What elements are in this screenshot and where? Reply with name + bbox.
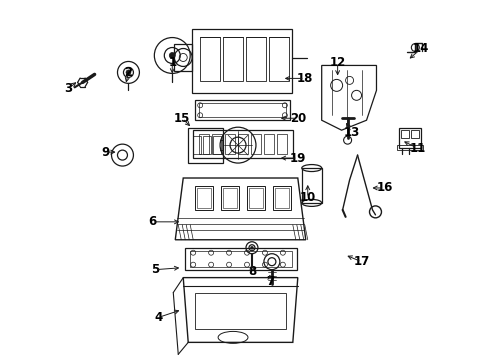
Bar: [223, 37, 243, 81]
Bar: [195, 100, 289, 120]
Bar: [174, 44, 192, 71]
Bar: [185, 248, 296, 270]
Text: 4: 4: [154, 311, 162, 324]
Text: 13: 13: [343, 126, 359, 139]
Bar: [272, 186, 290, 210]
Circle shape: [169, 53, 175, 58]
Bar: [401, 130, 408, 138]
Bar: [195, 293, 285, 329]
Bar: [188, 128, 223, 163]
Text: 9: 9: [101, 145, 109, 159]
Bar: [203, 136, 211, 154]
Bar: [193, 130, 292, 158]
Bar: [410, 130, 419, 138]
Bar: [192, 28, 291, 93]
Bar: [213, 136, 221, 154]
Text: 12: 12: [329, 56, 345, 69]
Text: 11: 11: [408, 141, 425, 155]
Bar: [199, 134, 209, 154]
Text: 18: 18: [296, 72, 312, 85]
Bar: [199, 103, 285, 117]
Text: 15: 15: [174, 112, 190, 125]
Text: 19: 19: [289, 152, 305, 165]
Bar: [274, 188, 288, 208]
Text: 20: 20: [289, 112, 305, 125]
Bar: [250, 134, 261, 154]
Bar: [200, 37, 220, 81]
Bar: [190, 251, 291, 267]
Text: 8: 8: [247, 265, 256, 278]
Text: 16: 16: [375, 181, 392, 194]
Bar: [195, 186, 213, 210]
Bar: [246, 186, 264, 210]
Text: 5: 5: [151, 263, 159, 276]
Text: 10: 10: [299, 192, 315, 204]
Bar: [268, 37, 288, 81]
Text: 14: 14: [412, 42, 428, 55]
Bar: [223, 188, 237, 208]
Bar: [264, 134, 273, 154]
Text: 2: 2: [124, 66, 132, 79]
Bar: [197, 188, 211, 208]
Circle shape: [250, 246, 253, 249]
Bar: [193, 136, 201, 154]
Bar: [212, 134, 222, 154]
Text: 17: 17: [353, 255, 369, 268]
Bar: [238, 134, 247, 154]
Text: 3: 3: [64, 82, 73, 95]
Text: 7: 7: [265, 275, 273, 288]
Bar: [397, 145, 423, 150]
Text: 1: 1: [168, 56, 176, 69]
Bar: [276, 134, 286, 154]
Bar: [248, 188, 263, 208]
Bar: [245, 37, 265, 81]
Bar: [301, 168, 321, 203]
Text: 6: 6: [148, 215, 156, 228]
Bar: [399, 128, 421, 148]
Circle shape: [126, 70, 131, 75]
Bar: [224, 134, 235, 154]
Bar: [221, 186, 239, 210]
